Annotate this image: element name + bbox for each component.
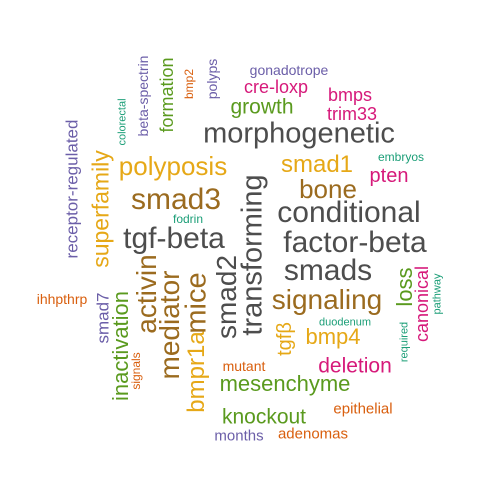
word: smads <box>283 254 373 287</box>
word: adenomas <box>277 425 349 443</box>
word: colorectal <box>116 98 129 146</box>
word: beta-spectrin <box>135 55 151 137</box>
word: tgf-beta <box>123 222 225 255</box>
word: pathway <box>431 273 444 315</box>
word: knockout <box>221 405 307 429</box>
word: cre-loxp <box>243 77 309 97</box>
word: bone <box>299 174 357 204</box>
word: receptor-regulated <box>62 119 82 259</box>
word: transforming <box>236 174 269 336</box>
word: fodrin <box>172 212 204 226</box>
word: signaling <box>271 284 383 315</box>
word: superfamily <box>87 150 114 268</box>
word: gonadotrope <box>249 62 329 78</box>
word: deletion <box>318 354 392 378</box>
word: pten <box>369 165 409 187</box>
word: smad1 <box>280 151 354 178</box>
word: factor-beta <box>283 226 427 259</box>
word: smad3 <box>130 183 222 216</box>
word: mutant <box>222 358 266 374</box>
word: bmp4 <box>305 324 361 349</box>
word: formation <box>157 57 177 133</box>
word: mesenchyme <box>219 371 351 396</box>
word: polyps <box>204 58 220 100</box>
word: growth <box>230 95 294 119</box>
word: epithelial <box>333 400 393 418</box>
word: trim33 <box>326 104 378 124</box>
word: bmpr1a <box>183 331 210 413</box>
word: bmps <box>327 85 373 105</box>
word: required <box>398 321 411 363</box>
word: tgfβ <box>274 322 296 356</box>
word: signals <box>129 352 143 390</box>
word: bmp2 <box>182 68 196 100</box>
word: embryos <box>377 150 425 164</box>
word: polyposis <box>118 151 228 181</box>
word: morphogenetic <box>203 117 395 150</box>
word: canonical <box>412 265 432 343</box>
word: mice <box>180 272 213 334</box>
word: duodenum <box>319 316 371 329</box>
word: ihhpthrp <box>36 291 88 307</box>
word: months <box>214 427 264 445</box>
word: conditional <box>277 196 421 229</box>
